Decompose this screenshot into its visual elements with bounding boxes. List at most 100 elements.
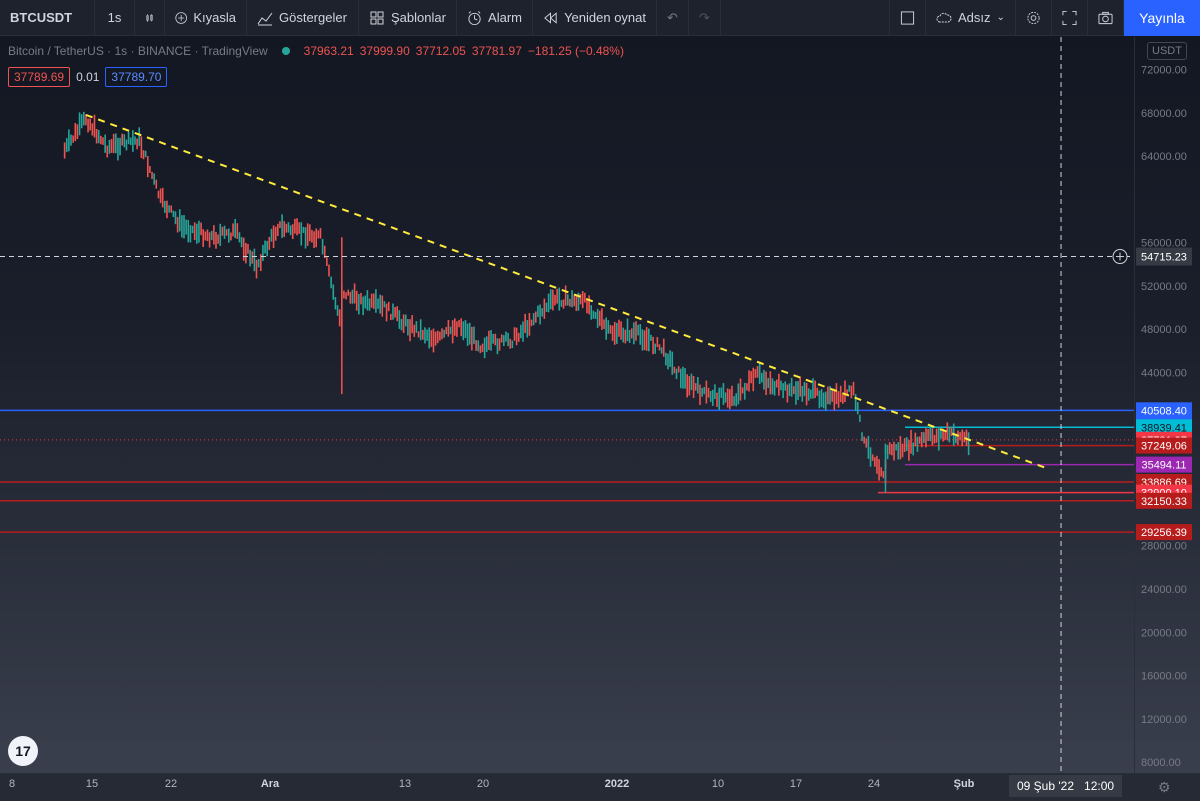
price-tick-label: 12000.00 <box>1141 714 1187 726</box>
layout-select-button[interactable] <box>890 0 926 36</box>
price-tick-label: 48000.00 <box>1141 324 1187 336</box>
price-tick-label: 44000.00 <box>1141 368 1187 380</box>
crosshair-time: 12:00 <box>1084 779 1115 793</box>
price-tick-label: 68000.00 <box>1141 108 1187 120</box>
fullscreen-button[interactable] <box>1052 0 1088 36</box>
top-toolbar: BTCUSDT 1s Kıyasla Göstergeler Şablonlar… <box>0 0 1200 36</box>
buy-button[interactable]: 37789.70 <box>105 67 168 87</box>
price-tick-label: 8000.00 <box>1141 757 1181 769</box>
rewind-icon <box>544 11 557 24</box>
interval-button[interactable]: 1s <box>95 0 135 36</box>
price-tick-label: 56000.00 <box>1141 238 1187 250</box>
fullscreen-icon <box>1062 10 1077 25</box>
time-tick-label: 10 <box>711 778 725 790</box>
time-tick-label: 17 <box>789 778 803 790</box>
undo-button[interactable]: ↶ <box>657 0 689 36</box>
indicators-button[interactable]: Göstergeler <box>247 0 359 36</box>
time-tick-label: 20 <box>476 778 490 790</box>
level-price-tag <box>1136 456 1192 473</box>
level-price-label: 35494.11 <box>1141 460 1186 472</box>
publish-button[interactable]: Yayınla <box>1124 0 1200 36</box>
legend-close: 37781.97 <box>471 44 522 58</box>
compare-button[interactable]: Kıyasla <box>165 0 247 36</box>
symbol-label: BTCUSDT <box>10 10 73 25</box>
tradingview-logo[interactable]: 17 <box>8 736 38 766</box>
level-price-label: 40508.40 <box>1141 405 1187 417</box>
undo-icon: ↶ <box>667 9 678 25</box>
legend-open: 37963.21 <box>303 44 354 58</box>
level-price-label: 38939.41 <box>1141 422 1187 434</box>
level-price-label: 29256.39 <box>1141 527 1187 539</box>
cloud-icon <box>936 12 952 22</box>
time-tick-label: 24 <box>867 778 881 790</box>
snapshot-button[interactable] <box>1088 0 1124 36</box>
currency-button[interactable]: USDT <box>1147 42 1187 60</box>
layout-name-button[interactable]: Adsız ⌄ <box>926 0 1016 36</box>
plus-circle-icon <box>175 11 187 24</box>
time-tick-label: 22 <box>164 778 178 790</box>
layout-name-label: Adsız <box>958 10 991 25</box>
toolbar-spacer <box>721 0 890 36</box>
publish-label: Yayınla <box>1139 9 1185 26</box>
market-status-icon <box>281 47 290 55</box>
time-tick-label: 13 <box>398 778 412 790</box>
settings-button[interactable] <box>1016 0 1052 36</box>
level-price-tag <box>1136 492 1192 509</box>
price-tick-label: 52000.00 <box>1141 281 1187 293</box>
camera-icon <box>1098 11 1113 24</box>
templates-button[interactable]: Şablonlar <box>359 0 457 36</box>
candles-icon <box>146 13 153 22</box>
buy-sell-panel: 37789.69 0.01 37789.70 <box>8 67 168 87</box>
price-tick-label: 64000.00 <box>1141 151 1187 163</box>
alarm-button[interactable]: Alarm <box>457 0 533 36</box>
indicators-label: Göstergeler <box>279 10 347 25</box>
crosshair-time-label: 09 Şub '22 12:00 <box>1009 775 1123 797</box>
redo-icon: ↷ <box>699 9 710 25</box>
price-tick-label: 16000.00 <box>1141 671 1187 683</box>
alarm-clock-icon <box>468 10 481 25</box>
level-price-tag <box>1136 437 1192 454</box>
compare-label: Kıyasla <box>193 10 236 25</box>
symbol-legend: Bitcoin / TetherUS · 1s · BINANCE · Trad… <box>8 44 624 58</box>
price-tick-label: 72000.00 <box>1141 64 1187 76</box>
chart-pane[interactable] <box>0 37 1134 773</box>
price-tick-label: 20000.00 <box>1141 627 1187 639</box>
templates-grid-icon <box>370 11 384 24</box>
indicators-icon <box>257 12 273 25</box>
legend-change: −181.25 (−0.48%) <box>527 44 624 58</box>
symbol-search[interactable]: BTCUSDT <box>0 0 95 36</box>
legend-low: 37712.05 <box>415 44 466 58</box>
chevron-down-icon: ⌄ <box>996 12 1005 23</box>
level-price-tag <box>1136 524 1192 541</box>
gear-icon <box>1027 11 1040 24</box>
interval-label: 1s <box>107 10 122 25</box>
alarm-label: Alarm <box>488 10 522 25</box>
templates-label: Şablonlar <box>391 10 446 25</box>
dashed-trendline <box>85 113 1046 469</box>
time-tick-label: Ara <box>260 778 280 790</box>
replay-button[interactable]: Yeniden oynat <box>533 0 657 36</box>
time-scale-settings-icon[interactable]: ⚙ <box>1158 779 1171 795</box>
level-price-tag <box>1136 419 1192 436</box>
level-price-label: 37249.06 <box>1141 441 1187 453</box>
redo-button[interactable]: ↷ <box>689 0 721 36</box>
crosshair-price-label: 54715.23 <box>1141 252 1187 264</box>
replay-label: Yeniden oynat <box>564 10 646 25</box>
price-tick-label: 28000.00 <box>1141 541 1187 553</box>
time-tick-label: Şub <box>953 778 975 790</box>
level-price-label: 32150.33 <box>1141 496 1187 508</box>
square-layout-icon <box>900 10 915 25</box>
crosshair-price-tag <box>1136 247 1192 266</box>
sell-button[interactable]: 37789.69 <box>8 67 71 87</box>
time-tick-label: 2022 <box>604 778 630 790</box>
time-tick-label: 15 <box>85 778 99 790</box>
chart-type-button[interactable] <box>135 0 165 36</box>
time-scale[interactable] <box>0 773 1200 801</box>
legend-title: Bitcoin / TetherUS · 1s · BINANCE · Trad… <box>8 44 268 58</box>
spread-value: 0.01 <box>76 70 100 84</box>
price-tick-label: 24000.00 <box>1141 584 1187 596</box>
level-price-tag <box>1136 402 1192 419</box>
legend-high: 37999.90 <box>359 44 410 58</box>
time-tick-label: 8 <box>8 778 16 790</box>
